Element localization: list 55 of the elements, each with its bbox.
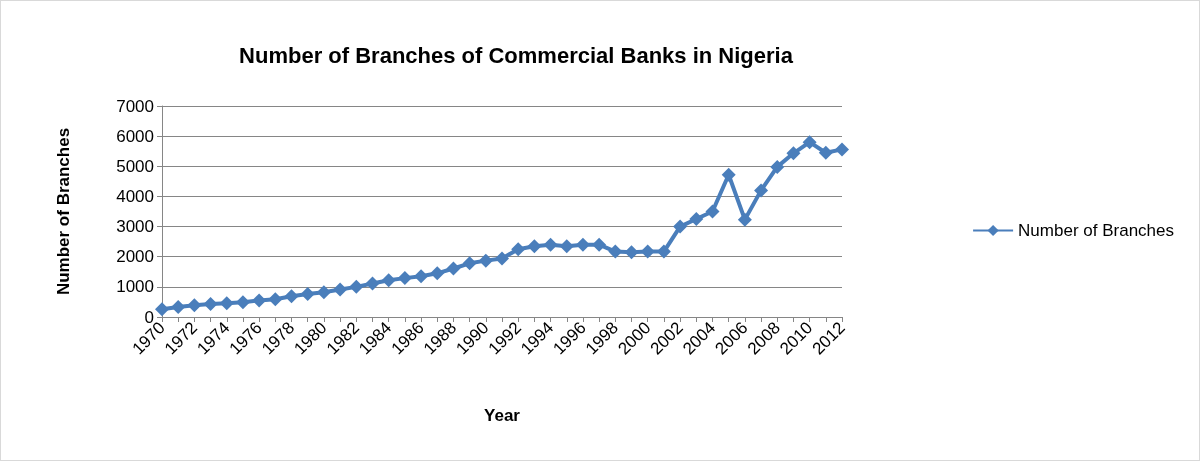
point [656, 244, 671, 259]
y-tick-label: 7000 [116, 96, 154, 116]
point [414, 269, 429, 284]
point [689, 212, 704, 227]
point [235, 295, 250, 310]
point [397, 271, 412, 286]
y-tick-label: 3000 [116, 217, 154, 237]
point [300, 287, 315, 302]
point [187, 298, 202, 313]
point [575, 237, 590, 252]
point [559, 239, 574, 254]
chart-title: Number of Branches of Commercial Banks in Nigeria [239, 42, 794, 68]
point [786, 146, 801, 161]
point [754, 183, 769, 198]
point [478, 253, 493, 268]
point [673, 219, 688, 234]
point [770, 159, 785, 174]
point [705, 204, 720, 219]
point [640, 244, 655, 259]
point [527, 239, 542, 254]
point [155, 302, 169, 317]
y-tick-label: 5000 [116, 156, 154, 176]
point [268, 292, 283, 307]
point [203, 297, 218, 312]
point [252, 293, 267, 308]
y-tick-label: 6000 [116, 126, 154, 146]
point [608, 244, 623, 259]
point [219, 296, 234, 311]
point [495, 251, 509, 266]
point [430, 266, 445, 281]
point [835, 142, 849, 157]
point [818, 145, 833, 160]
point [284, 289, 299, 304]
point [381, 273, 396, 288]
point [446, 261, 461, 276]
point [462, 256, 477, 271]
point [592, 237, 607, 252]
point [737, 212, 752, 227]
y-axis-title: Number of Branches [54, 127, 73, 296]
point [721, 167, 736, 182]
point [171, 300, 186, 315]
point [333, 282, 348, 297]
point [802, 135, 817, 150]
point [624, 245, 639, 260]
y-tick-label: 1000 [116, 277, 154, 297]
y-tick-label: 4000 [116, 186, 154, 206]
y-tick-label: 2000 [116, 247, 154, 267]
point [511, 242, 526, 257]
point [349, 279, 364, 294]
x-axis-title: Year [484, 406, 521, 425]
point [316, 285, 331, 300]
point [543, 237, 558, 252]
legend-label: Number of Branches [1018, 221, 1174, 240]
y-tick-label: 0 [144, 307, 154, 327]
point [365, 276, 380, 291]
